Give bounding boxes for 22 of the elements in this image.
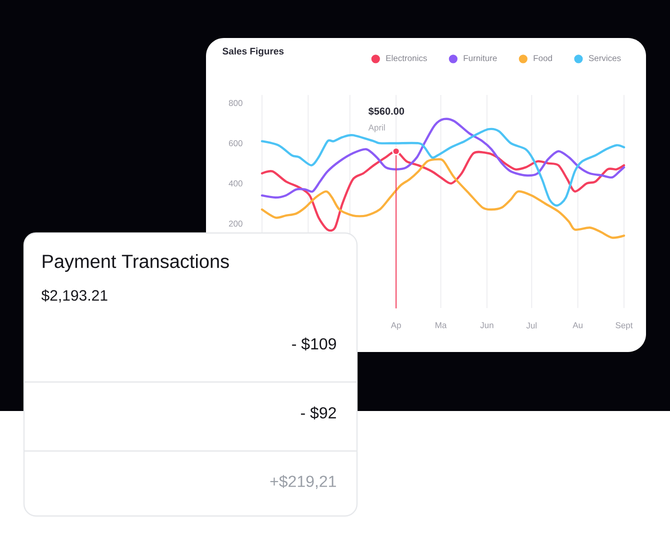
text: $2,193.21 (41, 289, 108, 303)
y-tick-label: 200 (228, 220, 242, 227)
x-tick-label: Ma (436, 322, 447, 328)
legend-label: Food (534, 54, 552, 62)
y-tick-label: 600 (228, 140, 242, 146)
text: - $92 (300, 406, 336, 420)
y-tick-label: 400 (228, 180, 242, 186)
x-tick-label: Ap (390, 322, 401, 330)
x-tick-label: Jun (480, 322, 494, 328)
text: +$219,21 (270, 475, 336, 489)
annotation: April (368, 124, 385, 132)
chart-title: Sales Figures (222, 48, 284, 56)
legend-label: Electronics (386, 54, 427, 62)
text: - $109 (292, 338, 336, 350)
x-tick-label: Sept (616, 322, 633, 330)
text: Payment Transactions (42, 254, 229, 272)
x-tick-label: Au (572, 322, 582, 328)
y-tick-label: 800 (228, 100, 242, 106)
annotation: $560.00 (368, 107, 404, 116)
legend-label: Services (588, 54, 621, 62)
x-tick-label: Jul (526, 322, 537, 329)
legend-label: Furniture (464, 54, 497, 62)
